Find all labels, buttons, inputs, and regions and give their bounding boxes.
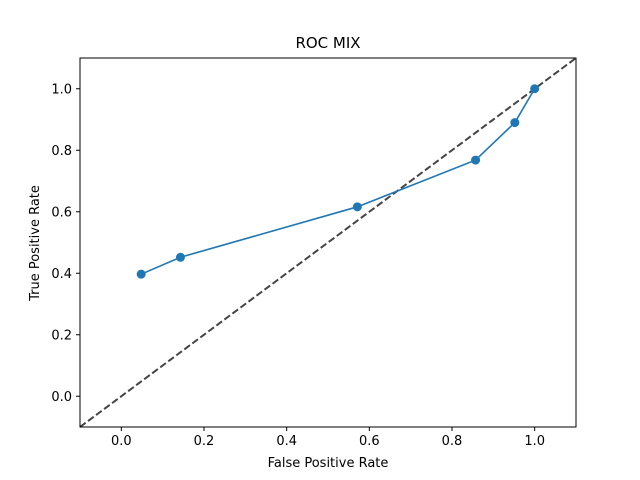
x-tick-label: 0.2 [194, 434, 215, 449]
y-tick-label: 0.4 [51, 267, 72, 282]
chart-title: ROC MIX [295, 34, 360, 52]
x-tick-label: 0.0 [111, 434, 132, 449]
y-tick-label: 0.8 [51, 144, 72, 159]
reference-line-group [80, 58, 576, 427]
data-point [510, 118, 520, 128]
axes-frame [79, 57, 577, 428]
x-axis-title: False Positive Rate [268, 456, 389, 471]
x-tick-label: 0.4 [276, 434, 297, 449]
reference-diagonal-line [80, 58, 576, 427]
y-tick-label: 0.2 [51, 328, 72, 343]
axes-group: 0.0 0.2 0.4 0.6 0.8 1.0 0.0 0.2 0.4 0.6 0.8 1.0 [51, 57, 577, 449]
y-tick-label: 0.6 [51, 205, 72, 220]
x-tick-label: 0.6 [359, 434, 380, 449]
data-point [352, 202, 362, 212]
data-point [530, 84, 540, 94]
y-axis-title: True Positive Rate [28, 185, 43, 302]
data-point [136, 269, 146, 279]
x-tick-label: 1.0 [524, 434, 545, 449]
series-line [140, 88, 536, 275]
y-tick-label: 0.0 [51, 390, 72, 405]
x-tick-label: 0.8 [442, 434, 463, 449]
data-point [175, 252, 185, 262]
data-point [471, 155, 481, 165]
y-tick-label: 1.0 [51, 82, 72, 97]
series-group [136, 84, 540, 279]
